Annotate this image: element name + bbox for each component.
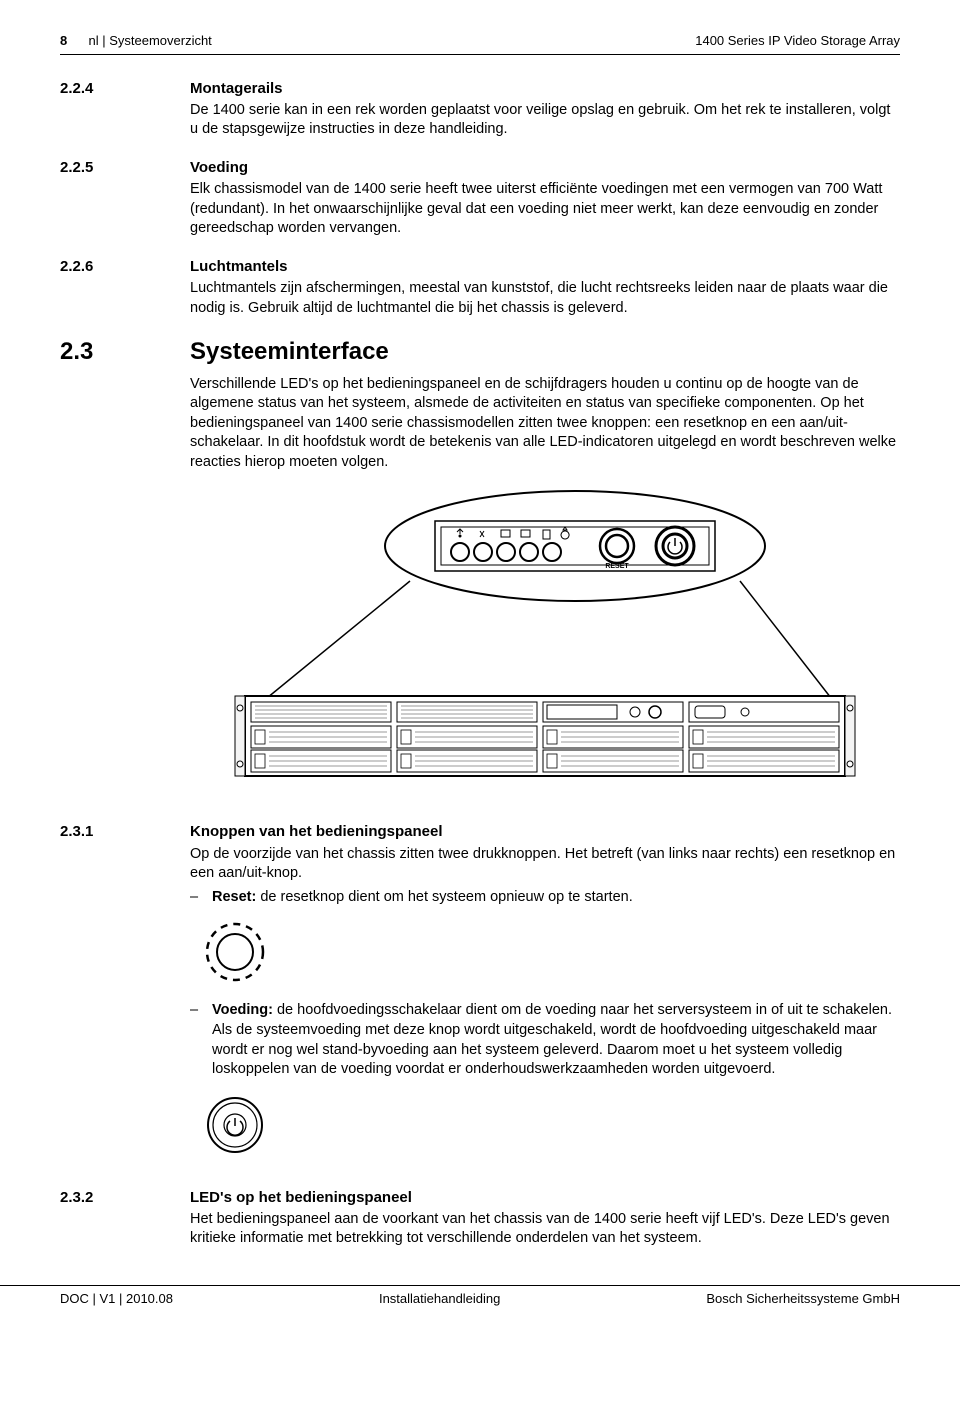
footer-right: Bosch Sicherheitssysteme GmbH <box>706 1290 900 1308</box>
bullet-label: Reset: <box>212 889 256 905</box>
section-title: Montagerails <box>190 79 900 99</box>
bullet-text: de hoofdvoedingsschakelaar dient om de v… <box>212 1002 892 1077</box>
power-button-icon <box>190 1080 900 1170</box>
svg-text:RESET: RESET <box>605 563 629 570</box>
section-body: De 1400 serie kan in een rek worden gepl… <box>190 101 900 140</box>
section-body: Op de voorzijde van het chassis zitten t… <box>190 845 900 884</box>
bullet-dash: – <box>190 1001 212 1079</box>
section-body: Het bedieningspaneel aan de voorkant van… <box>190 1210 900 1249</box>
section-body: Luchtmantels zijn afschermingen, meestal… <box>190 279 900 318</box>
footer-center: Installatiehandleiding <box>379 1290 500 1308</box>
system-interface-figure: RESET <box>190 486 900 786</box>
section-number: 2.3.2 <box>60 1188 190 1249</box>
bullet-item: Reset: de resetknop dient om het systeem… <box>212 888 900 908</box>
section-number: 2.2.4 <box>60 79 190 140</box>
header-left: nl | Systeemoverzicht <box>88 33 211 48</box>
bullet-label: Voeding: <box>212 1002 273 1018</box>
section-number: 2.3.1 <box>60 822 190 1169</box>
section-title: Voeding <box>190 158 900 178</box>
section-number: 2.2.6 <box>60 257 190 318</box>
section-title: Systeeminterface <box>190 336 900 368</box>
footer-left: DOC | V1 | 2010.08 <box>60 1290 173 1308</box>
page-number: 8 <box>60 33 67 48</box>
header-right: 1400 Series IP Video Storage Array <box>695 32 900 50</box>
bullet-text: de resetknop dient om het systeem opnieu… <box>256 889 632 905</box>
section-number: 2.3 <box>60 336 190 804</box>
section-body: Elk chassismodel van de 1400 serie heeft… <box>190 180 900 239</box>
section-title: Knoppen van het bedieningspaneel <box>190 822 900 842</box>
bullet-item: Voeding: de hoofdvoedingsschakelaar dien… <box>212 1001 900 1079</box>
section-number: 2.2.5 <box>60 158 190 239</box>
section-body: Verschillende LED's op het bedieningspan… <box>190 375 900 473</box>
reset-button-icon <box>190 907 900 997</box>
section-title: LED's op het bedieningspaneel <box>190 1188 900 1208</box>
section-title: Luchtmantels <box>190 257 900 277</box>
bullet-dash: – <box>190 888 212 908</box>
